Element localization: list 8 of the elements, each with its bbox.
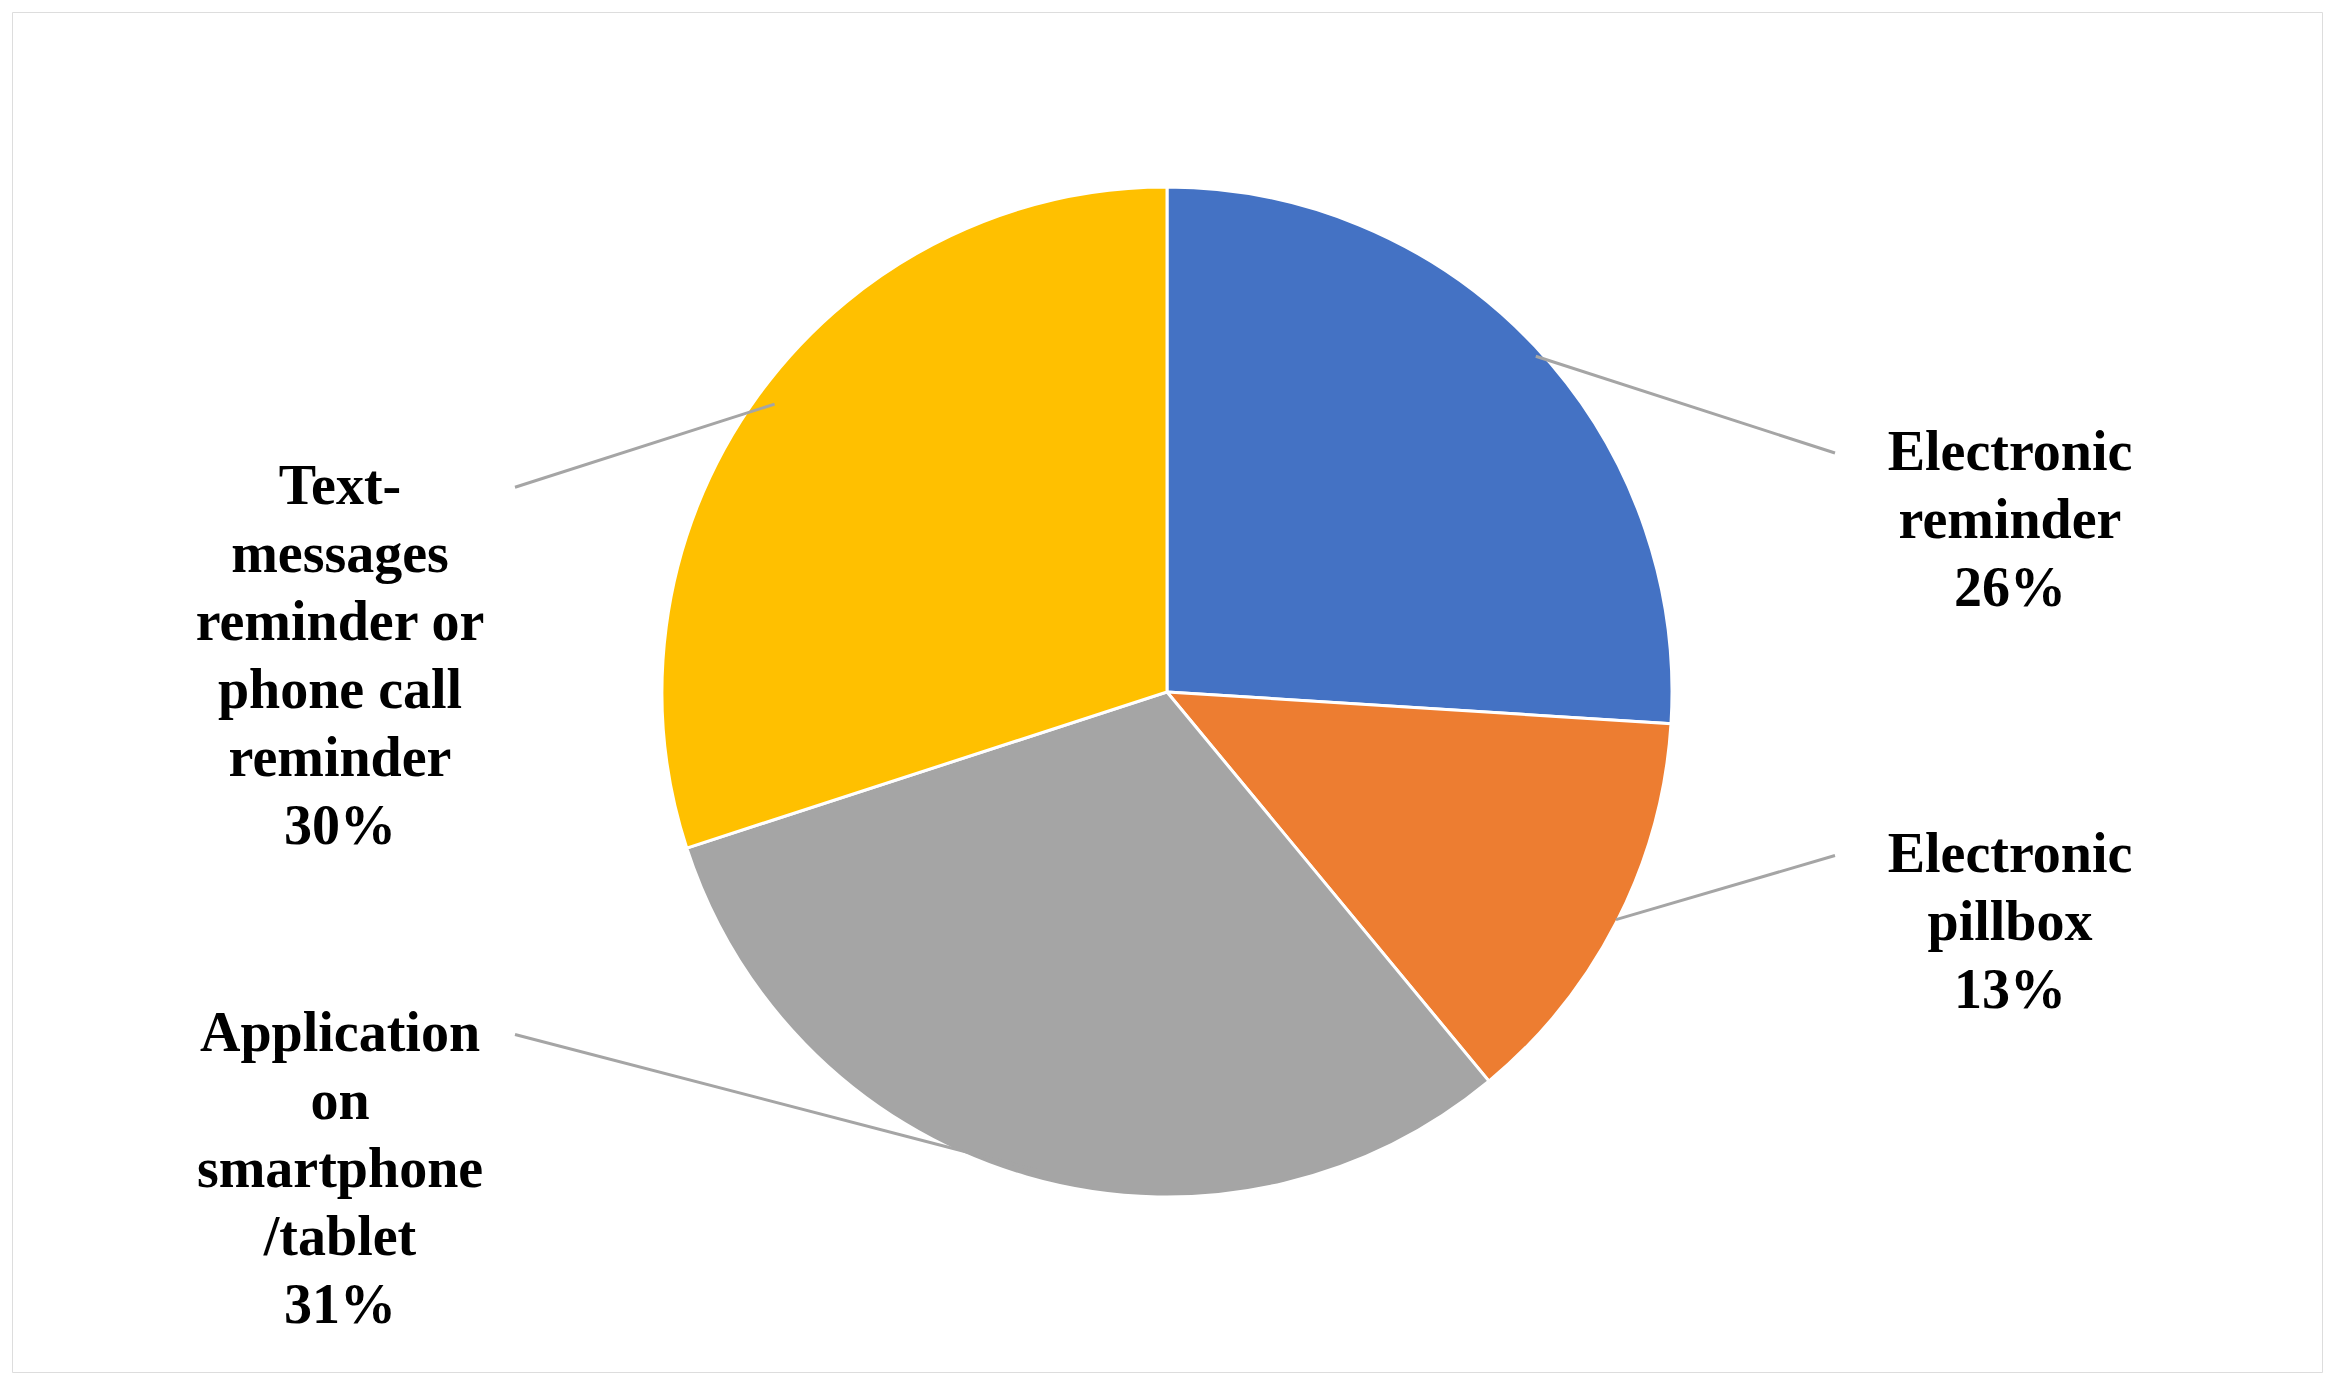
data-label: 30%: [284, 794, 396, 857]
data-label: 26%: [1954, 556, 2066, 619]
slice-label: Application on smartphone /tablet: [196, 1001, 484, 1268]
slice-label: Electronic reminder: [1887, 420, 2133, 551]
data-label: 13%: [1954, 958, 2066, 1021]
slice-label: Electronic pillbox: [1887, 822, 2133, 953]
data-label: 31%: [284, 1273, 396, 1336]
slice-label: Text-messages reminder or phone call reminder: [195, 454, 485, 789]
